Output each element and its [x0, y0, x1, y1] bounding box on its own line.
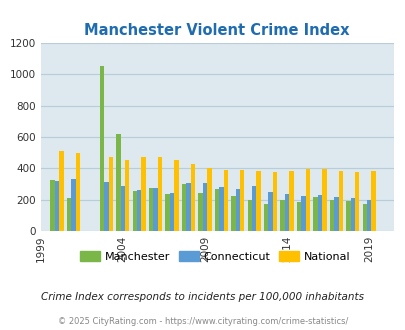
- Bar: [71, 179, 75, 231]
- Bar: [149, 188, 153, 231]
- Bar: [104, 182, 108, 231]
- Bar: [371, 171, 375, 231]
- Bar: [181, 184, 186, 231]
- Bar: [207, 168, 211, 231]
- Bar: [153, 188, 158, 231]
- Bar: [313, 197, 317, 231]
- Bar: [263, 204, 268, 231]
- Bar: [338, 171, 342, 231]
- Bar: [198, 193, 202, 231]
- Bar: [296, 202, 301, 231]
- Bar: [301, 196, 305, 231]
- Bar: [190, 164, 195, 231]
- Bar: [235, 189, 239, 231]
- Bar: [362, 204, 366, 231]
- Bar: [132, 191, 136, 231]
- Bar: [116, 134, 120, 231]
- Bar: [345, 201, 350, 231]
- Text: Crime Index corresponds to incidents per 100,000 inhabitants: Crime Index corresponds to incidents per…: [41, 292, 364, 302]
- Bar: [169, 193, 174, 231]
- Bar: [50, 180, 55, 231]
- Bar: [125, 160, 129, 231]
- Bar: [186, 183, 190, 231]
- Bar: [252, 185, 256, 231]
- Bar: [284, 194, 288, 231]
- Bar: [108, 156, 113, 231]
- Bar: [268, 192, 272, 231]
- Bar: [55, 181, 59, 231]
- Legend: Manchester, Connecticut, National: Manchester, Connecticut, National: [76, 247, 354, 267]
- Bar: [165, 194, 169, 231]
- Bar: [120, 186, 125, 231]
- Bar: [67, 198, 71, 231]
- Title: Manchester Violent Crime Index: Manchester Violent Crime Index: [84, 22, 349, 38]
- Bar: [223, 170, 228, 231]
- Bar: [239, 170, 244, 231]
- Bar: [333, 197, 338, 231]
- Bar: [280, 200, 284, 231]
- Bar: [354, 172, 358, 231]
- Bar: [317, 195, 321, 231]
- Bar: [202, 183, 207, 231]
- Bar: [141, 156, 145, 231]
- Bar: [99, 66, 104, 231]
- Bar: [136, 190, 141, 231]
- Bar: [256, 171, 260, 231]
- Bar: [247, 200, 252, 231]
- Bar: [59, 151, 64, 231]
- Bar: [350, 198, 354, 231]
- Text: © 2025 CityRating.com - https://www.cityrating.com/crime-statistics/: © 2025 CityRating.com - https://www.city…: [58, 317, 347, 326]
- Bar: [214, 189, 219, 231]
- Bar: [219, 187, 223, 231]
- Bar: [329, 200, 333, 231]
- Bar: [174, 160, 178, 231]
- Bar: [321, 169, 326, 231]
- Bar: [305, 169, 309, 231]
- Bar: [272, 172, 277, 231]
- Bar: [75, 152, 80, 231]
- Bar: [158, 156, 162, 231]
- Bar: [230, 196, 235, 231]
- Bar: [366, 200, 371, 231]
- Bar: [288, 171, 293, 231]
